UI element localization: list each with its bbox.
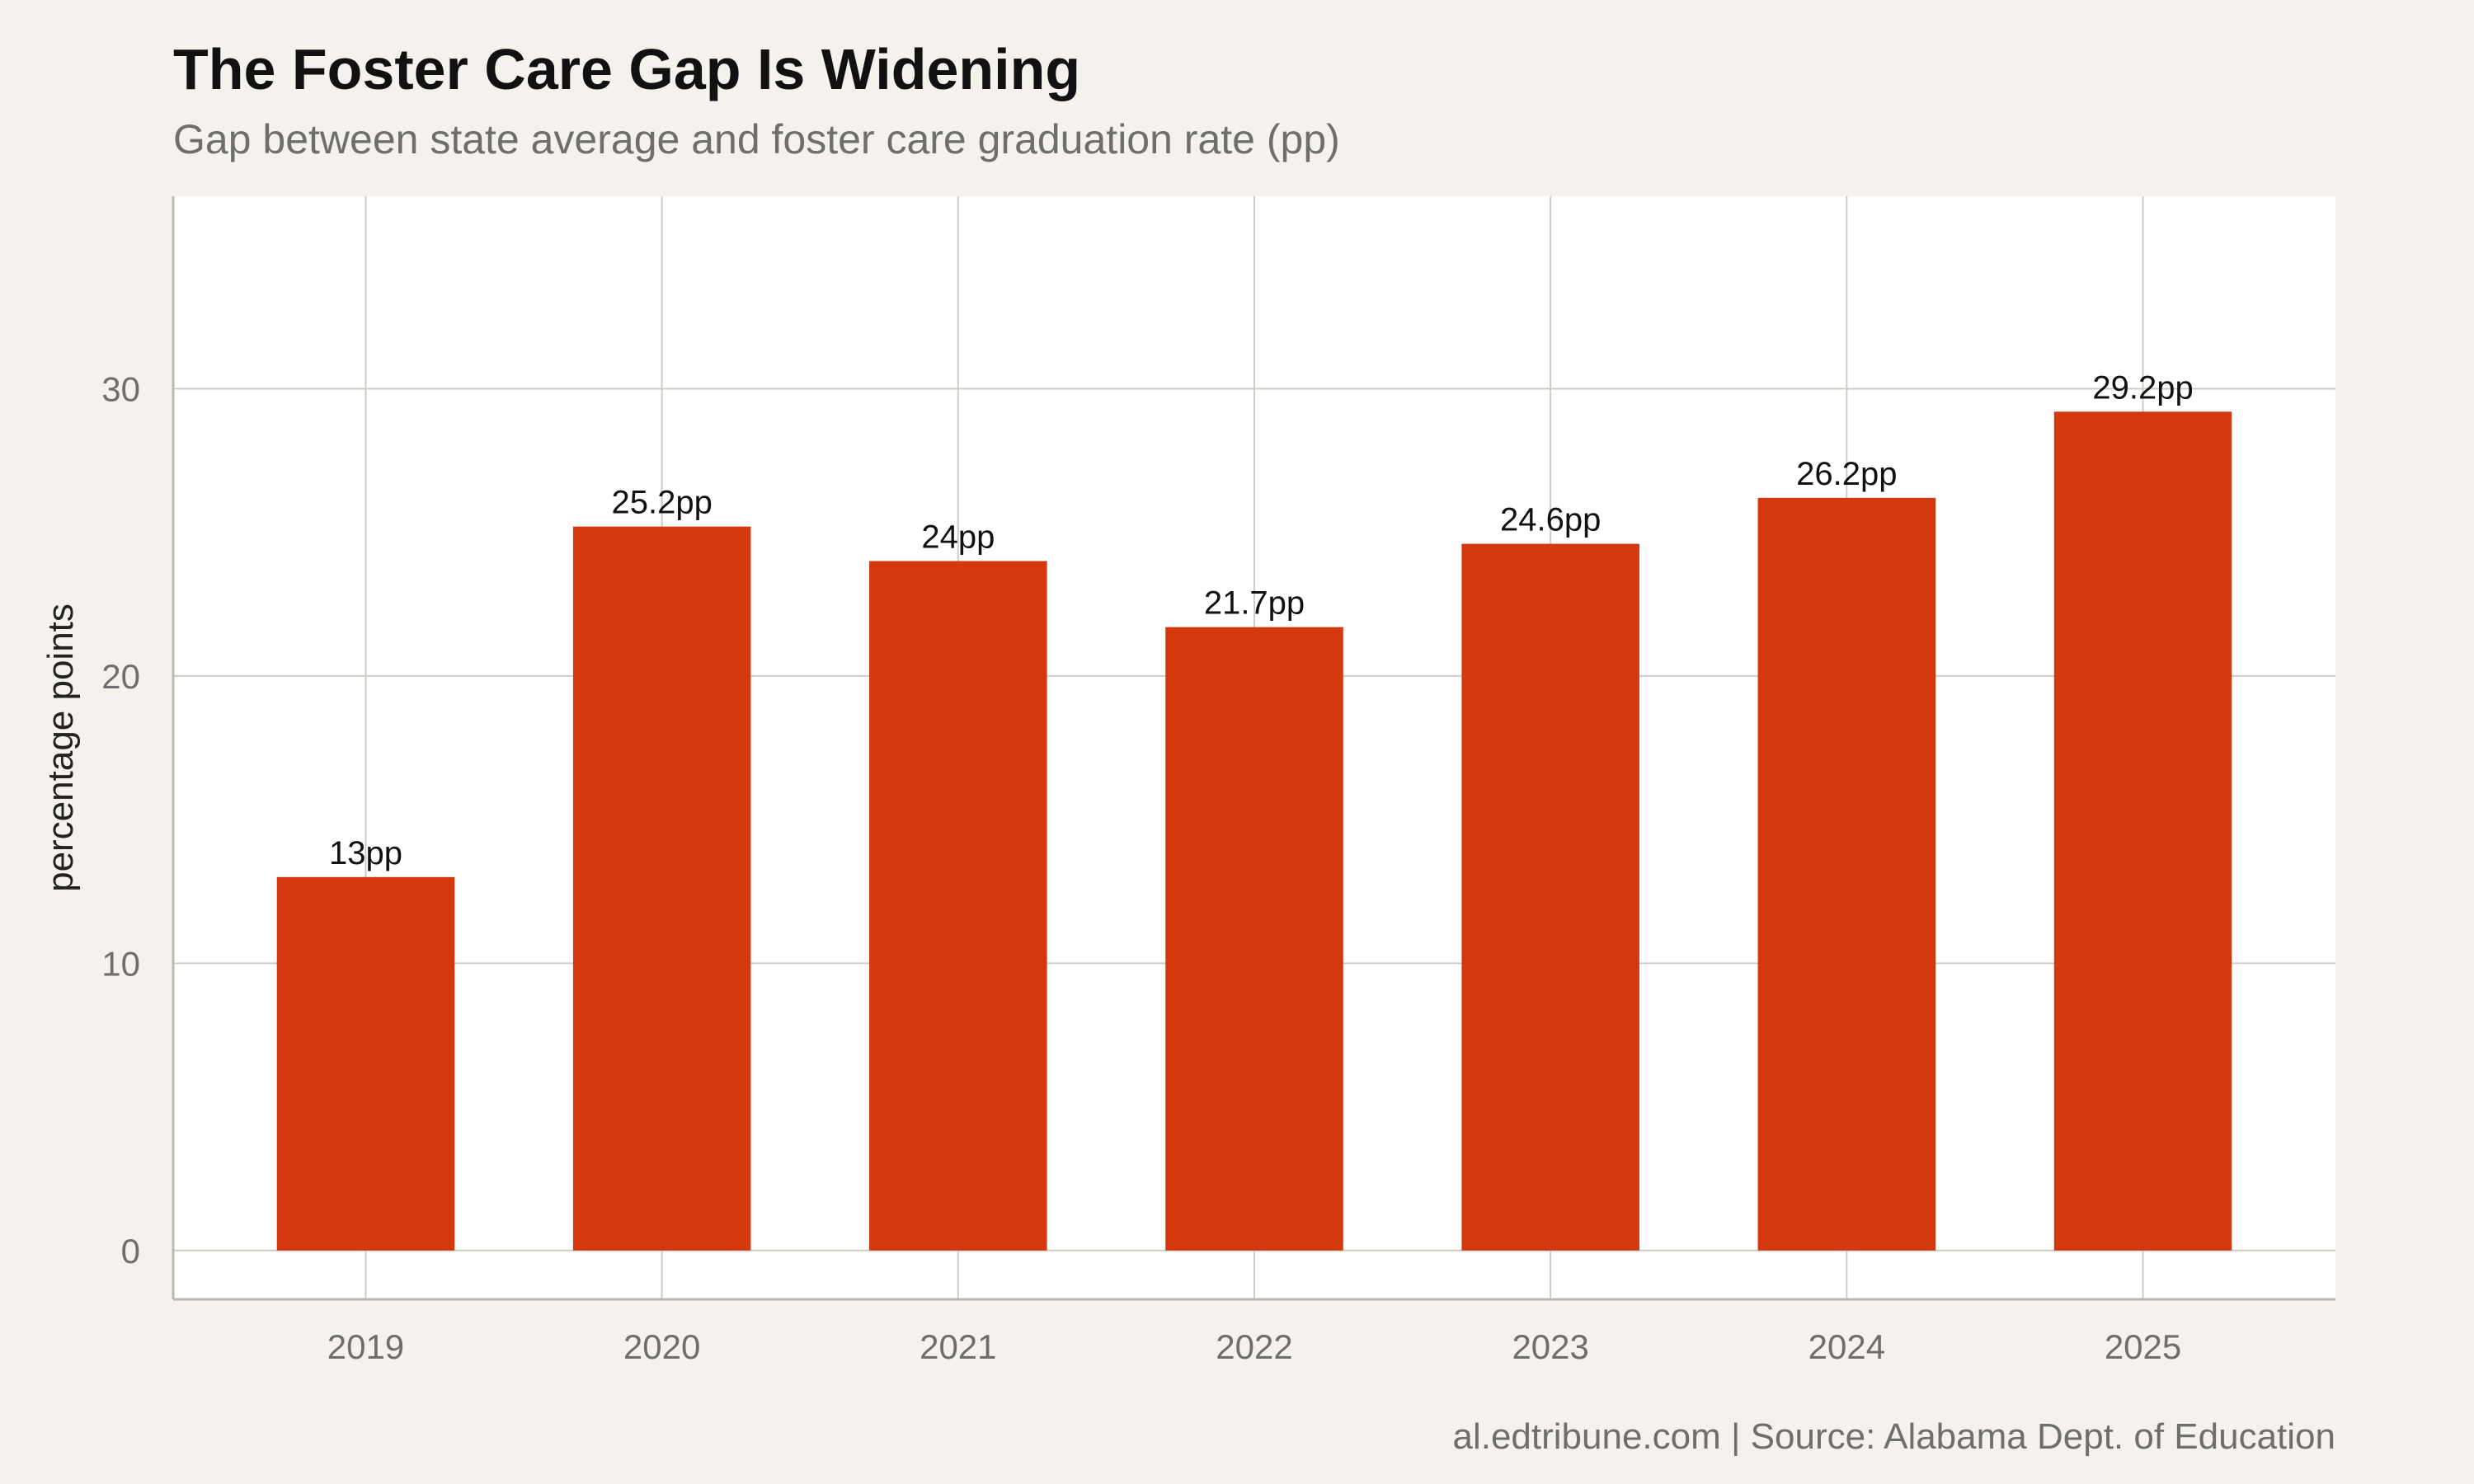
x-tick-label-2025: 2025 — [2105, 1327, 2181, 1366]
bar-2024 — [1757, 497, 1936, 1251]
y-tick-label-30: 30 — [101, 369, 140, 408]
bar-labels: 13pp 25.2pp 24pp 21.7pp 24.6pp 26.2pp 29.2pp — [329, 369, 2194, 871]
bar-2019 — [276, 876, 455, 1251]
bar-label-2020: 25.2pp — [611, 485, 712, 521]
source-caption: al.edtribune.com | Source: Alabama Dept.… — [1452, 1416, 2335, 1457]
x-tick-label-2019: 2019 — [327, 1327, 404, 1366]
bar-label-2023: 24.6pp — [1500, 502, 1601, 538]
x-tick-label-2023: 2023 — [1512, 1327, 1588, 1366]
chart-subtitle: Gap between state average and foster car… — [173, 116, 1340, 162]
x-tick-label-2021: 2021 — [920, 1327, 996, 1366]
axes — [172, 196, 2335, 1301]
y-tick-label-0: 0 — [121, 1232, 140, 1270]
bar-2023 — [1461, 543, 1639, 1251]
bar-label-2019: 13pp — [329, 835, 402, 871]
y-tick-label-20: 20 — [101, 657, 140, 696]
x-tick-labels: 2019 2020 2021 2022 2023 2024 2025 — [327, 1327, 2182, 1366]
chart-title: The Foster Care Gap Is Widening — [173, 37, 1081, 101]
bar-label-2022: 21.7pp — [1204, 585, 1305, 622]
bars — [276, 411, 2232, 1251]
x-tick-label-2020: 2020 — [623, 1327, 700, 1366]
x-tick-label-2022: 2022 — [1216, 1327, 1292, 1366]
bar-label-2025: 29.2pp — [2092, 369, 2193, 406]
y-axis-title: percentage points — [40, 603, 81, 892]
bar-2020 — [572, 526, 751, 1251]
y-tick-labels: 0 10 20 30 — [101, 369, 140, 1270]
bar-label-2024: 26.2pp — [1796, 456, 1897, 492]
bar-2025 — [2053, 411, 2232, 1251]
bar-2022 — [1165, 627, 1343, 1251]
x-tick-label-2024: 2024 — [1808, 1327, 1885, 1366]
bar-label-2021: 24pp — [921, 519, 995, 556]
y-tick-label-10: 10 — [101, 944, 140, 983]
bar-2021 — [869, 561, 1047, 1251]
